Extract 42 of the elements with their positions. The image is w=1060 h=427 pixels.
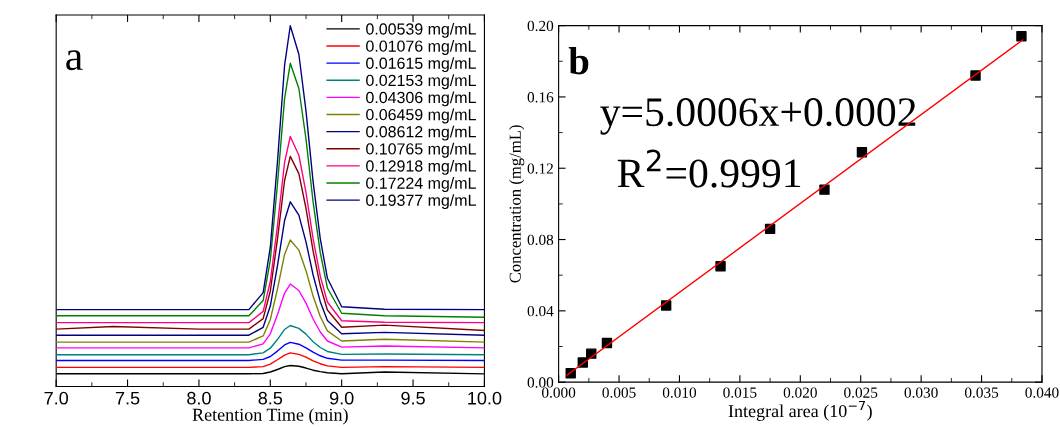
x-tick-label: 7.0	[44, 391, 69, 405]
annotation: R$^{2}$=0.9991	[617, 149, 801, 188]
x-tick-label: 8.5	[258, 391, 283, 405]
point	[715, 261, 726, 272]
point	[1016, 31, 1027, 42]
x-tick-label: 0.000	[542, 387, 576, 398]
x-axis-title: Retention Time (min)	[192, 408, 348, 425]
x-tick-label: 0.040	[1025, 387, 1059, 398]
annotation: y=5.0006x+0.0002	[600, 98, 916, 135]
x-axis-title: Integral area (10$^{−7}$)	[728, 400, 872, 421]
x-tick-label: 0.035	[964, 387, 999, 398]
legend-label: 0.08612 mg/mL	[366, 125, 476, 141]
annotation: a	[66, 50, 83, 71]
y-tick-label: 0.04	[527, 306, 554, 317]
y-tick-label: 0.08	[527, 234, 554, 246]
legend-label: 0.02153 mg/mL	[366, 74, 476, 90]
legend-label: 0.04306 mg/mL	[366, 91, 476, 107]
x-tick-label: 7.5	[115, 391, 140, 405]
x-tick-label: 0.020	[783, 387, 817, 398]
x-tick-label: 0.005	[602, 387, 636, 398]
legend-label: 0.06459 mg/mL	[366, 108, 476, 124]
x-tick-label: 9.5	[401, 391, 425, 405]
y-tick-label: 0.16	[527, 92, 554, 103]
y-axis-title: Concentration (mg/mL)	[509, 125, 525, 283]
x-tick-label: 9.0	[329, 391, 354, 405]
x-tick-label: 8.0	[187, 391, 211, 405]
legend-label: 0.10765 mg/mL	[366, 142, 476, 158]
annotation: b	[568, 47, 589, 75]
x-tick-label: 0.030	[904, 387, 938, 398]
legend-label: 0.01615 mg/mL	[366, 57, 476, 73]
legend-label: 0.12918 mg/mL	[366, 159, 476, 175]
legend-label: 0.19377 mg/mL	[366, 194, 476, 210]
y-tick-label: 0.12	[527, 163, 553, 174]
x-tick-label: 0.025	[844, 387, 878, 398]
legend-label: 0.00539 mg/mL	[366, 22, 476, 38]
x-tick-label: 0.015	[723, 387, 757, 398]
x-tick-label: 10.0	[468, 391, 502, 405]
y-tick-label: 0.00	[527, 377, 554, 388]
legend-label: 0.01076 mg/mL	[366, 40, 476, 55]
legend-label: 0.17224 mg/mL	[366, 177, 476, 192]
y-tick-label: 0.20	[527, 20, 554, 32]
x-tick-label: 0.010	[662, 387, 697, 398]
